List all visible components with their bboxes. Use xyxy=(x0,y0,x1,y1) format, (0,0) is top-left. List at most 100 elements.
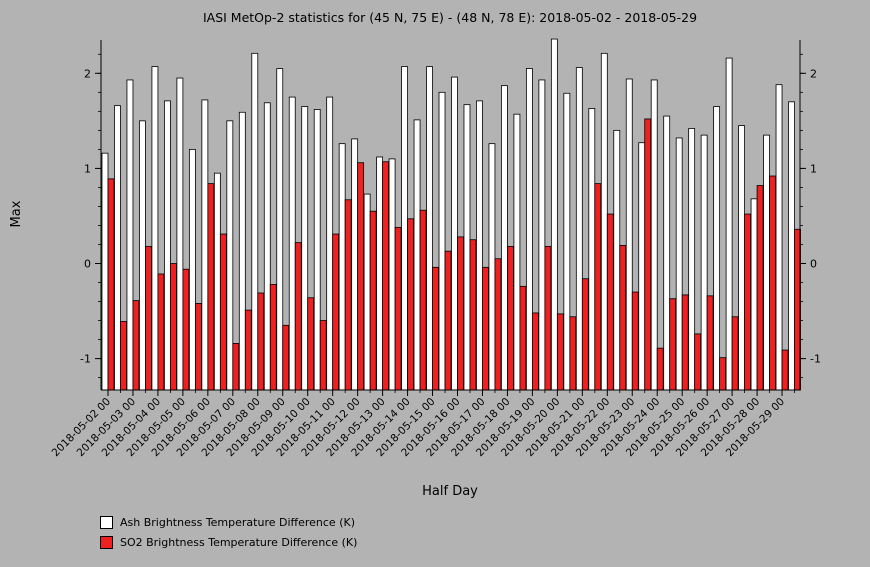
bar-so2-5 xyxy=(170,263,177,391)
bar-ash-35 xyxy=(538,79,546,391)
bar-so2-23 xyxy=(394,226,402,391)
y-tick-label-right: 1 xyxy=(810,162,817,175)
bar-ash-4 xyxy=(151,66,159,391)
bar-so2-54 xyxy=(781,349,789,391)
y-tick-label-right: -1 xyxy=(810,353,821,366)
bar-ash-42 xyxy=(625,78,633,391)
bar-so2-13 xyxy=(269,284,277,391)
bar-so2-43 xyxy=(644,118,652,391)
bar-ash-36 xyxy=(550,38,558,391)
bar-ash-22 xyxy=(376,156,384,391)
bar-ash-46 xyxy=(675,137,683,391)
bar-ash-21 xyxy=(363,193,371,391)
bar-ash-7 xyxy=(188,148,196,391)
bar-so2-46 xyxy=(681,294,689,391)
bar-so2-29 xyxy=(469,239,477,391)
bar-ash-50 xyxy=(725,57,733,391)
legend-label-ash: Ash Brightness Temperature Difference (K… xyxy=(120,515,355,529)
bar-ash-12 xyxy=(251,52,259,391)
bar-ash-44 xyxy=(650,79,658,391)
x-axis-label: Half Day xyxy=(422,484,478,499)
legend-entry-so2: SO2 Brightness Temperature Difference (K… xyxy=(100,532,357,552)
bar-so2-41 xyxy=(619,245,627,391)
bar-so2-21 xyxy=(369,210,377,391)
bar-ash-29 xyxy=(463,104,471,391)
bar-ash-33 xyxy=(513,113,521,391)
bar-ash-43 xyxy=(638,142,646,391)
bar-ash-48 xyxy=(700,134,708,391)
bar-so2-52 xyxy=(756,185,764,391)
bar-ash-34 xyxy=(525,68,533,391)
bar-ash-38 xyxy=(575,67,583,391)
bar-so2-12 xyxy=(257,292,265,391)
bar-ash-9 xyxy=(213,172,221,391)
legend: Ash Brightness Temperature Difference (K… xyxy=(100,512,357,552)
bar-ash-2 xyxy=(126,79,134,391)
bar-so2-31 xyxy=(494,258,502,391)
bar-so2-35 xyxy=(544,245,552,391)
bar-so2-44 xyxy=(656,347,664,391)
legend-label-so2: SO2 Brightness Temperature Difference (K… xyxy=(120,535,358,549)
bar-so2-49 xyxy=(719,357,727,391)
bar-so2-27 xyxy=(444,250,452,391)
bar-so2-39 xyxy=(594,183,602,391)
bar-so2-0 xyxy=(107,178,115,391)
y-tick-label-left: -1 xyxy=(80,353,91,366)
bar-ash-39 xyxy=(588,108,596,391)
bar-so2-6 xyxy=(182,268,190,391)
bar-ash-11 xyxy=(238,111,246,391)
y-axis-label: Max xyxy=(9,200,24,227)
axes-group: -1 -1 0 0 1 1 2 2 xyxy=(80,40,821,391)
bar-so2-36 xyxy=(556,313,564,391)
bar-so2-40 xyxy=(606,213,614,391)
bar-ash-37 xyxy=(563,92,571,391)
bar-ash-55 xyxy=(788,101,795,391)
bar-so2-26 xyxy=(432,266,439,391)
bar-so2-32 xyxy=(507,245,514,391)
bar-so2-3 xyxy=(145,245,152,391)
chart-title: IASI MetOp-2 statistics for (45 N, 75 E)… xyxy=(203,10,697,25)
bar-ash-6 xyxy=(176,77,184,391)
bar-so2-11 xyxy=(244,309,252,391)
y-tick-label-right: 2 xyxy=(810,67,817,80)
bar-so2-16 xyxy=(307,297,315,391)
bar-so2-25 xyxy=(419,209,427,391)
bar-ash-28 xyxy=(451,76,458,391)
bar-so2-30 xyxy=(482,266,489,391)
bar-ash-0 xyxy=(101,152,109,391)
bar-so2-28 xyxy=(457,236,464,391)
bar-ash-41 xyxy=(613,129,621,391)
bar-ash-17 xyxy=(313,109,321,391)
bar-ash-24 xyxy=(401,66,408,391)
bar-so2-42 xyxy=(631,291,639,391)
bar-so2-20 xyxy=(357,162,365,391)
bar-ash-40 xyxy=(600,52,608,391)
bar-so2-24 xyxy=(407,218,414,391)
bar-ash-25 xyxy=(413,119,421,391)
bar-ash-18 xyxy=(326,96,334,391)
bar-ash-10 xyxy=(226,120,234,391)
bar-ash-27 xyxy=(438,91,446,391)
bar-ash-13 xyxy=(263,102,271,391)
bar-ash-26 xyxy=(426,66,433,391)
y-tick-label-left: 0 xyxy=(84,258,91,271)
bar-ash-45 xyxy=(663,115,671,391)
bar-ash-54 xyxy=(775,84,783,391)
bar-ash-53 xyxy=(763,134,770,391)
bar-so2-15 xyxy=(294,242,302,391)
bar-ash-32 xyxy=(501,85,508,391)
bar-ash-47 xyxy=(688,128,696,391)
bar-ash-16 xyxy=(301,106,309,391)
bar-so2-8 xyxy=(207,183,215,391)
bar-so2-1 xyxy=(120,321,127,391)
bar-so2-38 xyxy=(581,278,589,391)
bar-ash-14 xyxy=(276,68,284,391)
bar-ash-20 xyxy=(351,138,359,391)
bar-ash-52 xyxy=(750,198,758,391)
bar-ash-31 xyxy=(488,143,496,391)
bar-ash-19 xyxy=(338,143,346,391)
bar-ash-49 xyxy=(713,106,721,391)
bar-so2-50 xyxy=(731,316,739,391)
